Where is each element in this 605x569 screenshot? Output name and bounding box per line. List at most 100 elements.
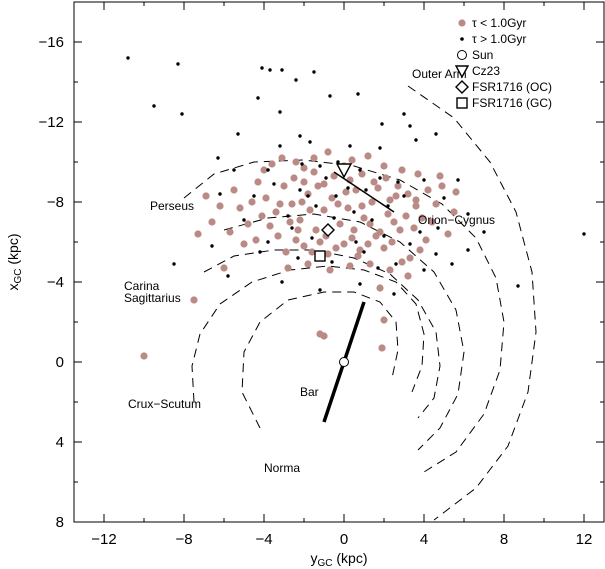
- young-cluster-point: [360, 214, 368, 222]
- young-cluster-point: [438, 182, 446, 190]
- young-cluster-point: [436, 172, 444, 180]
- young-cluster-point: [252, 236, 260, 244]
- young-cluster-point: [402, 212, 410, 220]
- spiral-arm-lines: [183, 85, 537, 521]
- young-cluster-point: [190, 296, 198, 304]
- young-cluster-point: [300, 178, 308, 186]
- old-cluster-point: [334, 194, 338, 198]
- young-cluster-point: [382, 174, 390, 182]
- young-cluster-point: [330, 172, 338, 180]
- old-cluster-point: [216, 156, 220, 160]
- young-cluster-point: [332, 244, 340, 252]
- young-cluster-point: [366, 220, 374, 228]
- young-cluster-point: [284, 264, 292, 272]
- arm-line: [407, 85, 537, 521]
- young-cluster-point: [240, 240, 248, 248]
- young-cluster-point: [450, 208, 458, 216]
- young-cluster-point: [346, 262, 354, 270]
- old-cluster-point: [402, 112, 406, 116]
- old-cluster-point: [380, 122, 384, 126]
- young-cluster-point: [404, 272, 412, 280]
- old-cluster-point: [290, 226, 294, 230]
- arm-label: Orion−Cygnus: [418, 213, 495, 227]
- young-cluster-point: [386, 266, 394, 274]
- y-axis-title: xGC (kpc): [5, 234, 24, 291]
- young-cluster-point: [140, 352, 148, 360]
- legend-label: Sun: [472, 48, 493, 62]
- young-cluster-point: [410, 224, 418, 232]
- young-cluster-point: [424, 186, 432, 194]
- young-cluster-point: [274, 232, 282, 240]
- old-cluster-point: [356, 92, 360, 96]
- young-cluster-point: [226, 228, 234, 236]
- old-cluster-point: [324, 176, 328, 180]
- young-cluster-point: [208, 218, 216, 226]
- bar-segments: [322, 171, 395, 423]
- legend-marker: [457, 50, 467, 60]
- old-cluster-point: [298, 188, 302, 192]
- x-tick-label: 8: [500, 531, 508, 548]
- young-cluster-point: [394, 182, 402, 190]
- young-cluster-point: [328, 194, 336, 202]
- young-cluster-point: [398, 258, 406, 266]
- old-cluster-point: [306, 194, 310, 198]
- young-cluster-point: [380, 244, 388, 252]
- young-cluster-point: [280, 182, 288, 190]
- young-cluster-point: [312, 226, 320, 234]
- y-tick-label: −12: [39, 114, 64, 131]
- young-cluster-point: [404, 190, 412, 198]
- sun-marker: [339, 357, 349, 367]
- young-cluster-point: [292, 158, 300, 166]
- old-cluster-point: [370, 218, 374, 222]
- young-cluster-point: [406, 254, 414, 262]
- old-cluster-point: [466, 212, 470, 216]
- old-cluster-point: [456, 178, 460, 182]
- young-cluster-point: [266, 222, 274, 230]
- young-cluster-point: [288, 200, 296, 208]
- young-cluster-point: [358, 202, 366, 210]
- arm-annotations: Outer Arm Perseus Orion−Cygnus CarinaSagitt…: [124, 67, 495, 475]
- x-tick-label: 4: [420, 531, 428, 548]
- old-cluster-point: [396, 180, 400, 184]
- old-cluster-point: [272, 182, 276, 186]
- young-cluster-point: [356, 246, 364, 254]
- young-cluster-point: [278, 154, 286, 162]
- x-axis-title: yGC (kpc): [311, 550, 368, 569]
- old-cluster-point: [354, 240, 358, 244]
- old-cluster-point: [210, 244, 214, 248]
- arm-label: Carina: [124, 279, 160, 293]
- x-tick-label: 12: [576, 531, 593, 548]
- legend-marker: [458, 19, 466, 27]
- old-cluster-points: [126, 56, 586, 296]
- young-cluster-point: [392, 192, 400, 200]
- old-cluster-point: [402, 194, 406, 198]
- old-cluster-point: [346, 186, 350, 190]
- old-cluster-point: [332, 216, 336, 220]
- young-cluster-point: [202, 192, 210, 200]
- arm-label: Outer Arm: [412, 67, 467, 81]
- young-cluster-point: [300, 242, 308, 250]
- old-cluster-point: [176, 62, 180, 66]
- young-cluster-point: [248, 198, 256, 206]
- young-cluster-point: [194, 230, 202, 238]
- old-cluster-point: [236, 132, 240, 136]
- young-cluster-point: [292, 236, 300, 244]
- young-cluster-point: [314, 182, 322, 190]
- old-cluster-point: [252, 194, 256, 198]
- young-cluster-point: [336, 220, 344, 228]
- young-cluster-point: [310, 154, 318, 162]
- young-cluster-point: [244, 220, 252, 228]
- legend-marker: [455, 80, 469, 94]
- old-cluster-point: [330, 260, 334, 264]
- old-cluster-point: [266, 168, 270, 172]
- y-tick-label: 0: [56, 354, 64, 371]
- old-cluster-point: [260, 66, 264, 70]
- young-cluster-point: [304, 260, 312, 268]
- old-cluster-point: [382, 234, 386, 238]
- young-cluster-point: [388, 238, 396, 246]
- old-cluster-point: [358, 282, 362, 286]
- old-cluster-point: [414, 138, 418, 142]
- young-cluster-point: [422, 236, 430, 244]
- young-cluster-point: [342, 188, 350, 196]
- old-cluster-point: [582, 232, 586, 236]
